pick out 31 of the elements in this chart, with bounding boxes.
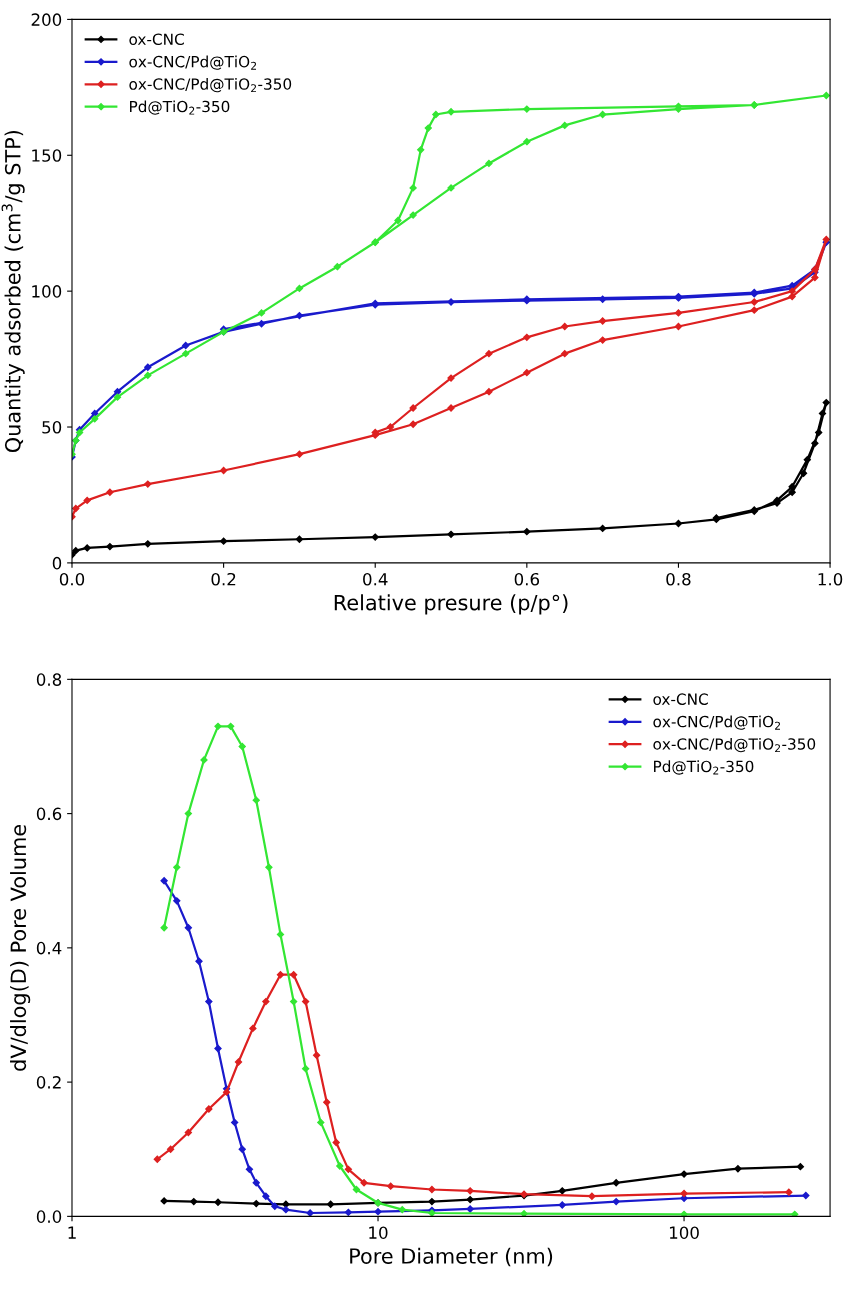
legend-label: ox-CNC/Pd@TiO$_{2}$-350 <box>653 737 816 753</box>
y-tick-label: 150 <box>32 149 62 162</box>
y-axis-title: Quantity adsorbed (cm$^{3}$/g STP) <box>1 130 25 453</box>
x-tick-label: 100 <box>669 1226 699 1239</box>
x-axis-title: Pore Diameter (nm) <box>350 1247 553 1267</box>
legend-label: ox-CNC <box>129 33 184 45</box>
y-tick-label: 0 <box>52 556 62 570</box>
x-tick-label: 0.2 <box>211 572 236 586</box>
x-tick-label: 1.0 <box>818 572 843 586</box>
x-tick-label: 1 <box>68 1226 76 1239</box>
legend-label: ox-CNC/Pd@TiO$_{2}$ <box>129 55 257 70</box>
y-tick-label: 50 <box>42 420 62 434</box>
legend-label: ox-CNC/Pd@TiO$_{2}$-350 <box>129 78 292 93</box>
y-axis-title: dV/dlog(D) Pore Volume <box>10 824 31 1071</box>
y-tick-label: 0.2 <box>36 1076 61 1089</box>
legend-label: Pd@TiO$_{2}$-350 <box>654 760 754 775</box>
x-tick-label: 0.8 <box>666 572 691 586</box>
y-tick-label: 0.6 <box>36 807 62 821</box>
x-axis-title: Relative presure (p/p°) <box>334 594 568 615</box>
x-tick-label: 0.4 <box>363 572 388 586</box>
y-tick-label: 0.4 <box>36 941 62 955</box>
legend-label: ox-CNC <box>653 693 708 705</box>
x-tick-label: 10 <box>369 1226 388 1239</box>
y-tick-label: 0.8 <box>36 673 62 686</box>
x-tick-label: 0.0 <box>59 572 85 586</box>
y-tick-label: 0.0 <box>36 1210 62 1223</box>
legend-label: Pd@TiO$_{2}$-350 <box>130 100 230 115</box>
legend-label: ox-CNC/Pd@TiO$_{2}$ <box>653 715 781 730</box>
y-tick-label: 200 <box>31 13 62 26</box>
y-tick-label: 100 <box>32 285 62 298</box>
x-tick-label: 0.6 <box>514 572 540 586</box>
